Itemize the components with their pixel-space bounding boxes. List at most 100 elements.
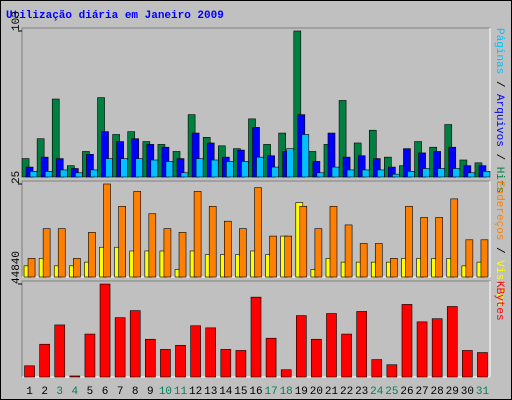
- bar: [299, 206, 308, 278]
- legend-separator: /: [493, 81, 505, 88]
- bar: [311, 338, 322, 378]
- bar: [226, 161, 234, 178]
- bar: [357, 155, 366, 178]
- bar: [114, 317, 126, 378]
- bar: [329, 206, 338, 278]
- bar: [208, 206, 217, 278]
- bar: [371, 359, 383, 378]
- bar: [446, 306, 458, 378]
- x-tick-label: 18: [280, 386, 293, 398]
- legend-entry: Endereços: [493, 181, 505, 240]
- bar: [105, 158, 113, 178]
- bar: [145, 338, 156, 378]
- bar: [69, 375, 81, 378]
- y-max-label: 25: [11, 171, 23, 184]
- x-tick-label: 22: [340, 386, 353, 398]
- x-tick-label: 17: [264, 386, 277, 398]
- bar: [433, 151, 441, 178]
- bar: [312, 161, 321, 178]
- x-tick-label: 10: [159, 386, 172, 398]
- legend-entry: Visitas: [493, 260, 505, 306]
- bar: [376, 169, 385, 178]
- bar: [356, 311, 367, 378]
- bar: [42, 228, 51, 278]
- bar: [252, 127, 260, 178]
- bar: [190, 325, 201, 378]
- bar: [88, 232, 96, 278]
- bar: [267, 155, 275, 178]
- bar: [27, 258, 36, 278]
- x-tick-label: 5: [87, 386, 94, 398]
- x-tick-label: 21: [325, 386, 339, 398]
- bar: [239, 228, 247, 278]
- bar: [176, 158, 185, 178]
- bar: [180, 172, 189, 178]
- bar: [59, 169, 68, 178]
- bar: [467, 172, 476, 178]
- bar: [101, 131, 109, 178]
- bar: [326, 313, 337, 378]
- bar: [241, 161, 249, 178]
- x-tick-label: 13: [204, 386, 217, 398]
- bar: [51, 98, 60, 178]
- bar: [165, 161, 174, 178]
- bar: [191, 132, 200, 178]
- x-tick-label: 3: [56, 386, 63, 398]
- bar: [392, 173, 400, 178]
- x-tick-label: 7: [117, 386, 124, 398]
- bar: [372, 158, 381, 178]
- bar: [316, 172, 325, 178]
- bar: [416, 321, 428, 378]
- bar: [342, 156, 351, 178]
- bar: [86, 154, 94, 178]
- bar: [103, 183, 111, 278]
- x-tick-label: 12: [189, 386, 202, 398]
- x-tick-label: 19: [295, 386, 308, 398]
- bar: [256, 156, 264, 178]
- bar: [407, 171, 415, 178]
- x-tick-label: 30: [461, 386, 474, 398]
- bar: [344, 224, 353, 278]
- bar: [462, 350, 473, 378]
- bar: [341, 333, 352, 378]
- bar: [29, 171, 38, 178]
- bar: [405, 206, 413, 278]
- legend-separator: /: [493, 247, 505, 254]
- x-tick-label: 23: [355, 386, 368, 398]
- bar: [388, 166, 396, 178]
- bar: [135, 158, 144, 178]
- legend-entry: Hits: [493, 167, 505, 193]
- x-tick-label: 8: [132, 386, 139, 398]
- x-tick-label: 28: [431, 386, 444, 398]
- bar: [120, 158, 128, 178]
- bar: [448, 146, 457, 178]
- bar: [431, 318, 443, 378]
- bar: [265, 337, 277, 378]
- bar: [359, 243, 368, 278]
- bar: [386, 364, 398, 378]
- bar: [301, 134, 310, 178]
- bar: [220, 349, 232, 378]
- bar: [284, 235, 292, 278]
- x-tick-label: 24: [370, 386, 384, 398]
- bar: [293, 30, 302, 178]
- bar: [418, 152, 426, 178]
- bar: [450, 198, 459, 278]
- x-tick-label: 1: [26, 386, 33, 398]
- bar: [280, 369, 292, 378]
- x-tick-label: 27: [415, 386, 428, 398]
- bar: [390, 258, 398, 278]
- x-tick-label: 4: [72, 386, 79, 398]
- x-tick-label: 26: [400, 386, 413, 398]
- x-tick-label: 11: [174, 386, 188, 398]
- bar: [54, 324, 66, 378]
- bar: [193, 191, 202, 278]
- bar: [286, 148, 294, 178]
- bar: [422, 168, 430, 178]
- bar: [75, 172, 83, 178]
- bar: [44, 171, 53, 178]
- bar: [435, 217, 443, 278]
- x-tick-label: 29: [446, 386, 459, 398]
- bar: [118, 206, 126, 278]
